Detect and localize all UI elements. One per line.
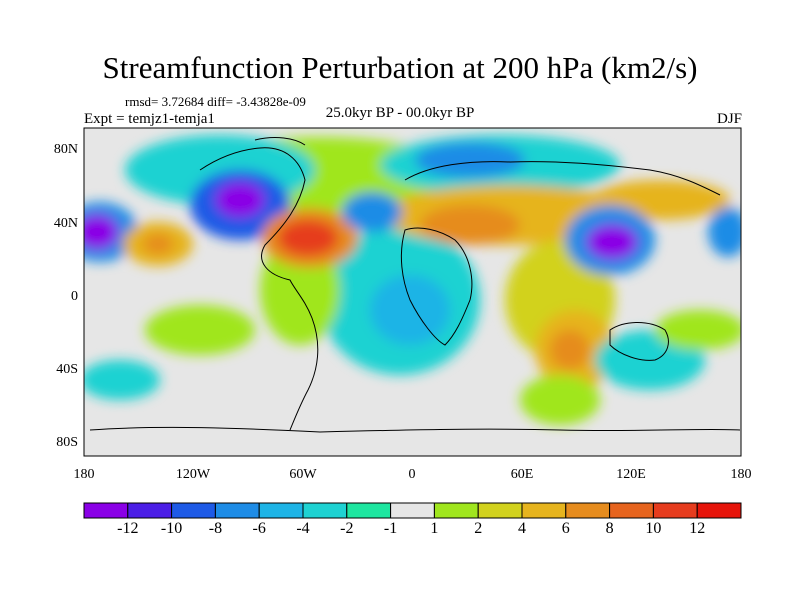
colorbar-label: 4 — [518, 520, 526, 537]
colorbar-label: -4 — [296, 520, 309, 537]
colorbar-label: 10 — [645, 520, 661, 537]
australia-coastline — [609, 322, 669, 361]
colorbar-swatch — [171, 502, 216, 519]
sw-pacific-green — [655, 310, 741, 350]
colorbar-swatch — [214, 502, 260, 519]
colorbar-swatch — [521, 502, 567, 519]
map-plot-area — [84, 128, 741, 456]
colorbar-label: -6 — [253, 520, 266, 537]
americas-coastline — [199, 147, 319, 431]
antarctica-coastline — [89, 426, 741, 433]
ne-pacific-low-core — [84, 214, 119, 250]
plot-title: Streamfunction Perturbation at 200 hPa (… — [102, 50, 698, 85]
colorbar-swatch — [652, 502, 698, 519]
south-pacific-cyan — [84, 360, 160, 400]
stats-label: rmsd= 3.72684 diff= -3.43828e-09 — [125, 94, 306, 109]
colorbar-swatch — [477, 502, 523, 519]
colorbar-label: 2 — [474, 520, 482, 537]
eurasia-coastline — [404, 161, 721, 196]
lat-tick-label: 40N — [54, 216, 78, 231]
experiment-label: Expt = temjz1-temja1 — [84, 111, 215, 127]
colorbar-swatch — [83, 502, 129, 519]
colorbar-swatch — [258, 502, 304, 519]
colorbar-swatch — [302, 502, 348, 519]
colorbar-swatch — [696, 502, 742, 519]
colorbar-label: 1 — [430, 520, 438, 537]
lon-tick-label: 180 — [731, 467, 752, 482]
colorbar-swatch — [433, 502, 479, 519]
lon-tick-label: 60E — [511, 467, 534, 482]
lat-tick-label: 0 — [71, 289, 78, 304]
lat-tick-label: 80N — [54, 142, 78, 157]
period-label: 25.0kyr BP - 00.0kyr BP — [325, 105, 475, 121]
colorbar-label: -12 — [117, 520, 138, 537]
colorbar-label: 6 — [562, 520, 570, 537]
colorbar-swatch — [390, 502, 435, 519]
lon-tick-label: 0 — [409, 467, 416, 482]
map-frame — [83, 127, 742, 457]
lon-tick-label: 180 — [74, 467, 95, 482]
east-asia-low-core — [586, 224, 638, 260]
colorbar-label: 12 — [689, 520, 705, 537]
latitude-axis: 80N 40N 0 40S 80S — [54, 142, 78, 450]
lat-tick-label: 80S — [56, 435, 78, 450]
atlantic-high-core — [278, 220, 338, 256]
coastlines — [89, 137, 741, 433]
lon-tick-label: 60W — [289, 467, 317, 482]
lon-tick-label: 120E — [616, 467, 646, 482]
eurasia-high-core — [420, 205, 520, 245]
colorbar-label: -2 — [340, 520, 353, 537]
lon-tick-label: 120W — [176, 467, 211, 482]
colorbar-label: 8 — [606, 520, 614, 537]
mid-atlantic-low — [342, 192, 402, 232]
pacific-high-core — [143, 234, 173, 254]
season-label: DJF — [716, 111, 742, 127]
indian-ocean-high-core — [550, 330, 590, 370]
longitude-axis: 180 120W 60W 0 60E 120E 180 — [74, 467, 752, 482]
southern-green-band — [520, 375, 600, 425]
lat-tick-label: 40S — [56, 362, 78, 377]
colorbar-swatch — [565, 502, 611, 519]
greenland-coastline — [254, 137, 306, 146]
dateline-low — [708, 207, 741, 257]
arctic-low-core — [415, 142, 525, 178]
africa-coastline — [400, 227, 473, 346]
contour-fields — [84, 135, 741, 425]
se-pacific-green — [145, 305, 255, 355]
colorbar-swatch — [609, 502, 654, 519]
colorbar — [83, 502, 742, 519]
colorbar-label: -8 — [209, 520, 222, 537]
colorbar-swatch — [127, 502, 173, 519]
colorbar-labels: -12 -10 -8 -6 -4 -2 -1 1 2 4 6 8 10 12 — [117, 520, 705, 537]
canada-low-core — [215, 182, 265, 218]
south-atlantic-low — [370, 275, 450, 345]
colorbar-label: -10 — [161, 520, 182, 537]
colorbar-label: -1 — [384, 520, 397, 537]
colorbar-swatch — [346, 502, 392, 519]
